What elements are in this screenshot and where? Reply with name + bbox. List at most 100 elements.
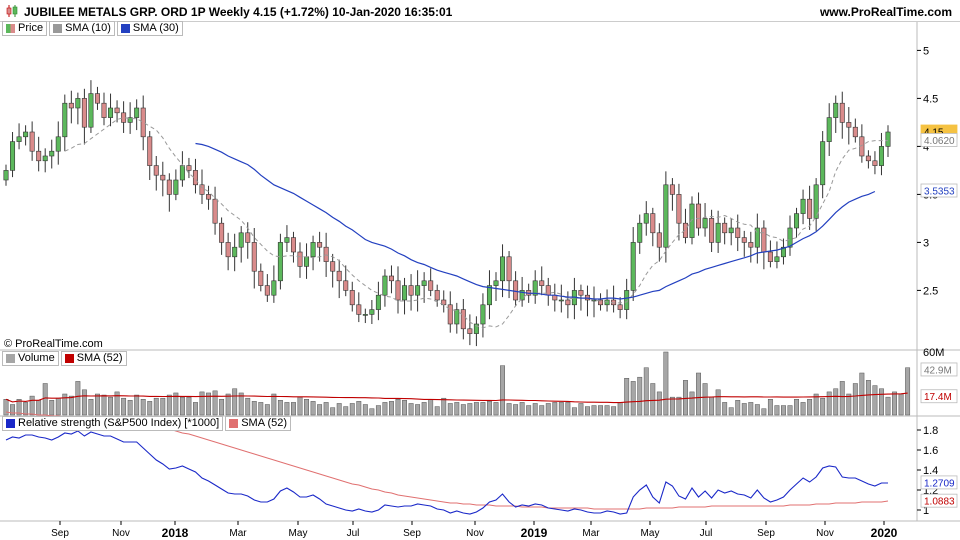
price-candle[interactable] [617,297,623,319]
volume-bar[interactable] [892,391,897,416]
volume-bar[interactable] [813,393,819,416]
volume-bar[interactable] [715,389,721,416]
volume-bar[interactable] [539,405,545,416]
volume-bar[interactable] [650,383,656,416]
volume-bar[interactable] [454,402,460,416]
sma10-line[interactable] [64,117,888,329]
price-candle[interactable] [480,293,486,338]
price-candle[interactable] [219,217,225,255]
volume-bar[interactable] [251,401,257,416]
price-candle[interactable] [846,107,852,145]
price-candle[interactable] [147,131,153,180]
volume-bar[interactable] [872,385,878,416]
price-candle[interactable] [16,123,22,150]
volume-bar[interactable] [186,396,192,416]
volume-bar[interactable] [297,396,303,416]
volume-bar[interactable] [245,397,251,416]
price-candle[interactable] [624,278,630,320]
legend-sma10[interactable]: SMA (10) [49,21,115,36]
price-candle[interactable] [29,121,35,161]
price-candle[interactable] [212,186,218,235]
volume-bar[interactable] [624,378,630,416]
price-candle[interactable] [728,218,734,246]
volume-bar[interactable] [310,401,316,416]
price-candle[interactable] [604,289,610,312]
volume-bar[interactable] [500,365,505,416]
price-candle[interactable] [735,214,741,252]
volume-bar[interactable] [689,391,695,416]
price-candle[interactable] [780,238,786,265]
legend-volume[interactable]: Volume [2,351,59,366]
price-candle[interactable] [36,136,42,172]
volume-bar[interactable] [140,399,146,416]
price-candle[interactable] [741,230,747,257]
price-candle[interactable] [885,125,891,157]
volume-bar[interactable] [395,399,401,416]
volume-bar[interactable] [571,407,577,416]
volume-bar[interactable] [362,404,368,416]
volume-bar[interactable] [598,405,603,416]
volume-bar[interactable] [787,405,793,416]
volume-bar[interactable] [761,408,767,416]
volume-bar[interactable] [415,404,421,416]
price-candle[interactable] [160,161,166,197]
price-candle[interactable] [415,270,421,312]
price-candle[interactable] [55,121,61,165]
volume-bar[interactable] [879,388,884,416]
volume-bar[interactable] [36,400,42,416]
volume-bar[interactable] [108,396,113,416]
volume-bar[interactable] [447,403,453,416]
price-candle[interactable] [852,118,858,143]
volume-bar[interactable] [833,388,839,416]
volume-bar[interactable] [382,402,388,416]
volume-bar[interactable] [617,402,623,416]
price-candle[interactable] [199,169,205,204]
legend-rs[interactable]: Relative strength (S&P500 Index) [*1000] [2,416,224,431]
volume-bar[interactable] [304,399,309,416]
volume-bar[interactable] [794,399,799,416]
price-candle[interactable] [787,215,793,256]
price-candle[interactable] [493,272,499,301]
volume-bar[interactable] [748,402,754,416]
volume-bar[interactable] [264,404,270,416]
volume-bar[interactable] [199,391,205,416]
price-candle[interactable] [702,203,708,237]
price-candle[interactable] [820,131,826,199]
volume-bar[interactable] [604,405,610,416]
volume-bar[interactable] [349,403,355,416]
price-candle[interactable] [186,157,192,179]
volume-bar[interactable] [29,395,35,416]
price-candle[interactable] [10,132,16,178]
volume-bar[interactable] [95,393,100,416]
volume-bar[interactable] [75,381,81,416]
volume-bar[interactable] [434,406,440,416]
price-candle[interactable] [454,302,460,334]
volume-bar[interactable] [101,394,107,416]
volume-bar[interactable] [441,397,447,416]
volume-bar[interactable] [193,402,198,416]
price-candle[interactable] [388,265,394,294]
price-candle[interactable] [460,299,466,340]
price-candle[interactable] [532,270,538,304]
price-candle[interactable] [81,88,87,145]
volume-bar[interactable] [225,393,231,416]
price-candle[interactable] [486,270,492,320]
price-candle[interactable] [101,92,107,126]
price-candle[interactable] [258,263,264,292]
price-candle[interactable] [127,102,133,134]
volume-bar[interactable] [676,396,682,416]
volume-bar[interactable] [865,380,871,416]
price-candle[interactable] [343,265,349,297]
volume-bar[interactable] [611,406,617,416]
volume-bar[interactable] [330,407,336,416]
price-candle[interactable] [192,158,198,194]
volume-bar[interactable] [16,399,22,416]
price-candle[interactable] [173,169,179,201]
price-candle[interactable] [284,225,290,252]
volume-bar[interactable] [767,399,773,416]
price-candle[interactable] [663,171,669,263]
volume-bar[interactable] [408,403,414,416]
price-candle[interactable] [447,291,453,333]
price-candle[interactable] [441,290,447,313]
volume-bar[interactable] [23,402,29,416]
